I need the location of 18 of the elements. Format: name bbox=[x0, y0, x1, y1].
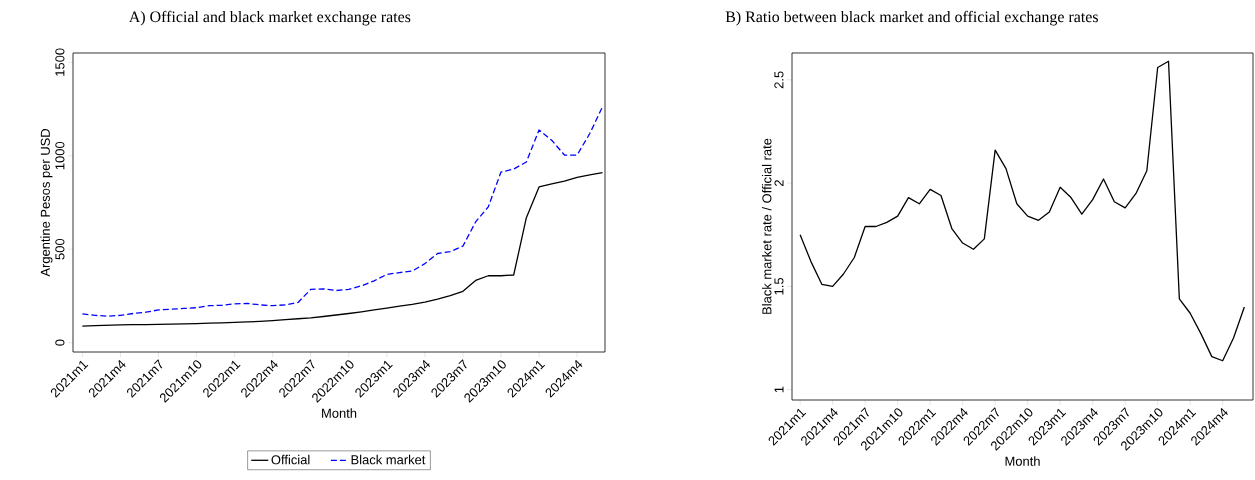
x-axis-title: Month bbox=[322, 408, 357, 418]
y-tick-label: 1.5 bbox=[774, 277, 784, 295]
y-tick-label: 1500 bbox=[55, 48, 65, 76]
y-axis-title: Argentine Pesos per USD bbox=[40, 129, 53, 277]
line-series bbox=[799, 60, 1245, 362]
line-series bbox=[81, 106, 604, 317]
chart-title: A) Official and black market exchange rates bbox=[128, 10, 411, 26]
legend-label: Official bbox=[271, 454, 310, 465]
y-tick-label: 0 bbox=[55, 339, 65, 346]
y-tick-label: 2 bbox=[774, 180, 784, 187]
legend-label: Black market bbox=[351, 454, 426, 465]
y-tick-label: 2.5 bbox=[774, 71, 784, 89]
y-axis-title: Black market rate / Official rate bbox=[761, 138, 772, 314]
x-axis-title: Month bbox=[1005, 456, 1040, 466]
y-tick-label: 1000 bbox=[55, 141, 65, 170]
y-tick-label: 1 bbox=[774, 386, 784, 393]
chart-title: B) Ratio between black market and official exchange rates bbox=[725, 10, 1098, 26]
y-tick-label: 500 bbox=[55, 238, 65, 260]
